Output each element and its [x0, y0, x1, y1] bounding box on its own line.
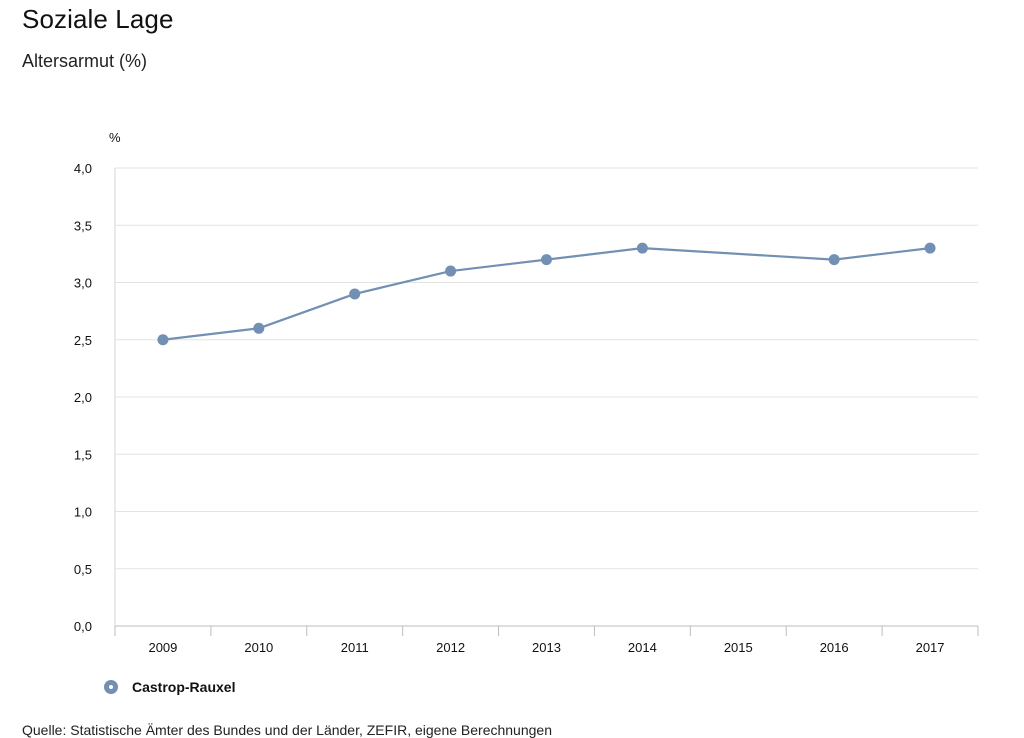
data-point — [157, 334, 169, 346]
legend-label: Castrop-Rauxel — [132, 679, 236, 695]
chart-subtitle: Altersarmut (%) — [22, 51, 148, 71]
data-point — [349, 288, 361, 300]
data-point — [445, 265, 457, 277]
x-tick-label: 2015 — [724, 640, 753, 655]
x-tick-label: 2012 — [436, 640, 465, 655]
legend-marker-icon — [104, 680, 118, 694]
axis-layer: 0,0 0,5 1,0 1,5 2,0 2,5 3,0 3,5 4,0 2009 2010 2011 2… — [74, 161, 979, 655]
y-tick-label: 4,0 — [74, 161, 92, 176]
data-point — [253, 322, 265, 334]
grid-layer — [115, 167, 978, 627]
x-tick-label: 2011 — [341, 640, 369, 655]
y-tick-label: 1,0 — [74, 505, 92, 520]
legend: Castrop-Rauxel — [104, 679, 235, 695]
data-point — [828, 254, 840, 266]
series-layer — [157, 242, 936, 346]
y-tick-label: 0,5 — [74, 562, 92, 577]
x-tick-label: 2009 — [148, 640, 177, 655]
x-tick-label: 2016 — [820, 640, 849, 655]
data-point — [541, 254, 552, 266]
y-tick-label: 2,5 — [74, 333, 92, 348]
source-note: Quelle: Statistische Ämter des Bundes un… — [22, 722, 552, 738]
data-point — [924, 242, 936, 254]
y-tick-label: 0,0 — [74, 619, 92, 634]
x-tick-label: 2010 — [244, 640, 273, 655]
x-tick-label: 2014 — [628, 640, 657, 655]
data-point — [636, 242, 648, 254]
y-tick-label: 1,5 — [74, 447, 92, 462]
y-tick-label: 3,0 — [74, 276, 92, 291]
x-tick-label: 2013 — [532, 640, 561, 655]
series-line — [162, 247, 931, 341]
y-tick-label: 2,0 — [74, 390, 92, 405]
chart-title: Soziale Lage — [22, 4, 174, 34]
x-tick-label: 2017 — [916, 640, 945, 655]
y-axis-unit-label: % — [109, 130, 121, 145]
y-tick-label: 3,5 — [74, 218, 92, 233]
